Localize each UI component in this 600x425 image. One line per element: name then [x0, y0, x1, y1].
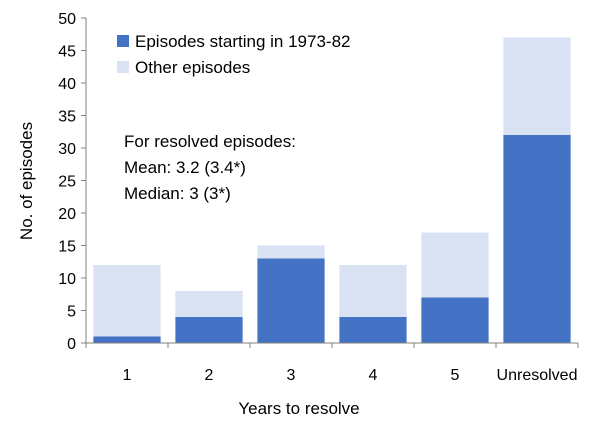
annotation-median: Median: 3 (3*)	[124, 184, 231, 203]
bar-series-2-cat-6	[503, 37, 571, 135]
bar-series-2-cat-4	[339, 265, 407, 317]
bar-series-1-cat-5	[421, 297, 489, 343]
y-tick-label: 30	[58, 141, 76, 158]
annotation-mean: Mean: 3.2 (3.4*)	[124, 158, 246, 177]
y-tick-label: 50	[58, 11, 76, 28]
y-tick-label: 20	[58, 206, 76, 223]
bars-group	[93, 37, 571, 343]
annotation-heading: For resolved episodes:	[124, 132, 296, 151]
annotation-block: For resolved episodes: Mean: 3.2 (3.4*) …	[124, 132, 296, 203]
y-axis: 0 5 10 15 20 25 30 35 40 45 50	[58, 11, 87, 353]
bar-series-1-cat-3	[257, 258, 325, 343]
bar-series-2-cat-2	[175, 291, 243, 317]
y-tick-label: 10	[58, 271, 76, 288]
x-axis-label: Years to resolve	[238, 399, 359, 418]
x-tick-label: 2	[205, 367, 214, 384]
x-tick-label: 5	[451, 367, 460, 384]
y-tick-label: 25	[58, 174, 76, 191]
legend-swatch-series-2	[117, 61, 129, 73]
bar-series-2-cat-5	[421, 232, 489, 298]
x-tick-label: 1	[123, 367, 132, 384]
legend-label-series-1: Episodes starting in 1973-82	[135, 32, 350, 51]
x-tick-label: 4	[369, 367, 378, 384]
y-tick-label: 40	[58, 76, 76, 93]
bar-series-2-cat-3	[257, 245, 325, 259]
x-tick-label: 3	[287, 367, 296, 384]
bar-series-1-cat-2	[175, 317, 243, 343]
x-tick-label: Unresolved	[497, 367, 578, 384]
y-tick-label: 0	[67, 336, 76, 353]
bar-series-1-cat-4	[339, 317, 407, 343]
y-tick-label: 5	[67, 304, 76, 321]
y-axis-label: No. of episodes	[17, 122, 36, 240]
legend: Episodes starting in 1973-82 Other episo…	[117, 32, 350, 77]
x-axis: 1 2 3 4 5 Unresolved	[85, 342, 579, 384]
bar-series-2-cat-1	[93, 265, 161, 337]
y-tick-label: 35	[58, 109, 76, 126]
y-tick-label: 15	[58, 239, 76, 256]
y-tick-label: 45	[58, 44, 76, 61]
legend-label-series-2: Other episodes	[135, 58, 250, 77]
bar-series-1-cat-1	[93, 336, 161, 343]
bar-series-1-cat-6	[503, 135, 571, 343]
legend-swatch-series-1	[117, 35, 129, 47]
